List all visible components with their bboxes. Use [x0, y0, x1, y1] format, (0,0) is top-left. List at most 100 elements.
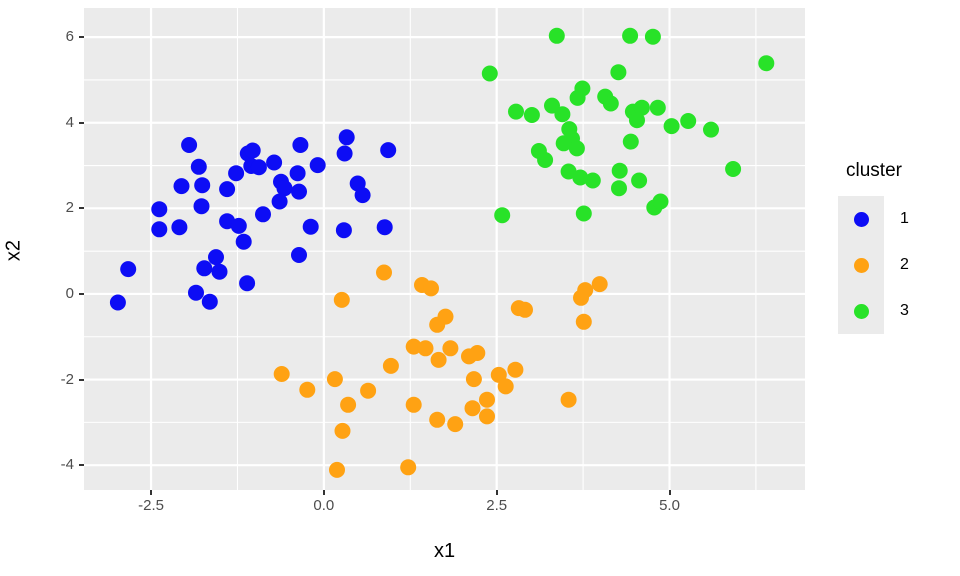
data-point-cluster-2	[575, 313, 592, 330]
legend-label: 1	[900, 210, 909, 227]
data-point-cluster-2	[464, 400, 481, 417]
data-point-cluster-3	[610, 64, 627, 81]
data-point-cluster-1	[255, 206, 271, 223]
data-point-cluster-1	[289, 165, 306, 182]
data-point-cluster-1	[181, 137, 198, 153]
data-point-cluster-2	[333, 291, 350, 308]
data-point-cluster-2	[382, 357, 399, 374]
data-point-cluster-1	[173, 178, 190, 195]
data-point-cluster-3	[663, 118, 680, 135]
data-point-cluster-2	[442, 340, 459, 357]
plot-canvas	[84, 8, 805, 490]
x-tick-label: 2.5	[486, 497, 508, 514]
data-point-cluster-3	[703, 121, 719, 138]
data-point-cluster-2	[400, 459, 417, 476]
data-point-cluster-1	[151, 201, 168, 218]
legend-label: 2	[900, 256, 909, 273]
data-point-cluster-2	[517, 301, 533, 318]
data-point-cluster-1	[309, 157, 326, 174]
data-point-cluster-1	[211, 263, 228, 280]
x-tick-label: 5.0	[659, 497, 680, 514]
data-point-cluster-2	[334, 422, 351, 439]
legend-label: 3	[900, 302, 909, 319]
data-point-cluster-1	[235, 233, 252, 250]
data-point-cluster-3	[611, 162, 628, 179]
data-point-cluster-2	[507, 361, 524, 378]
data-point-cluster-2	[465, 371, 482, 388]
data-point-cluster-1	[228, 165, 245, 182]
legend-entry: 3	[838, 288, 958, 334]
legend-point-icon	[853, 257, 869, 273]
data-point-cluster-1	[292, 137, 309, 153]
legend-key-swatch	[838, 288, 884, 334]
x-tick-mark	[668, 490, 671, 495]
y-tick-label: 0	[65, 284, 74, 302]
data-point-cluster-1	[291, 183, 307, 200]
legend-entry: 2	[838, 242, 958, 288]
x-tick-mark	[495, 490, 498, 495]
data-point-cluster-1	[201, 293, 218, 310]
data-point-cluster-1	[230, 217, 247, 234]
data-point-cluster-3	[631, 172, 648, 189]
legend-point-icon	[853, 303, 869, 319]
y-tick-label: 6	[65, 28, 74, 46]
data-point-cluster-3	[649, 99, 666, 116]
data-point-cluster-1	[266, 154, 283, 171]
y-axis-title: x2	[2, 239, 25, 262]
x-tick-label: -2.5	[138, 497, 164, 514]
data-point-cluster-3	[555, 135, 572, 152]
data-point-cluster-1	[354, 187, 371, 204]
data-point-cluster-1	[271, 193, 288, 210]
data-point-cluster-2	[329, 461, 345, 478]
data-point-cluster-2	[430, 351, 447, 368]
data-point-cluster-3	[629, 112, 645, 129]
data-point-cluster-3	[644, 28, 661, 45]
y-tick-mark	[79, 292, 84, 295]
legend-point-icon	[853, 211, 869, 227]
data-point-cluster-2	[423, 280, 439, 297]
data-point-cluster-1	[335, 222, 352, 239]
data-point-cluster-1	[171, 219, 188, 236]
data-point-cluster-1	[190, 158, 207, 175]
data-point-cluster-1	[188, 284, 204, 301]
y-tick-label: 2	[65, 199, 74, 217]
data-point-cluster-2	[490, 366, 507, 383]
y-tick-label: -2	[60, 370, 74, 388]
legend-entry: 1	[838, 196, 958, 242]
data-point-cluster-2	[469, 345, 486, 361]
x-tick-mark	[322, 490, 325, 495]
data-point-cluster-2	[429, 411, 446, 428]
data-point-cluster-1	[244, 142, 261, 159]
data-point-cluster-2	[497, 378, 514, 395]
data-point-cluster-3	[622, 27, 639, 44]
data-point-cluster-1	[250, 159, 267, 176]
data-point-cluster-2	[340, 396, 357, 413]
data-point-cluster-1	[194, 177, 211, 194]
legend-keys: 1 2 3	[838, 196, 958, 334]
y-tick-label: -4	[60, 456, 74, 474]
data-point-cluster-1	[291, 247, 307, 263]
data-point-cluster-3	[548, 27, 565, 44]
legend-title: cluster	[846, 160, 902, 181]
data-point-cluster-3	[523, 107, 540, 123]
data-point-cluster-3	[569, 89, 586, 106]
data-point-cluster-2	[360, 382, 377, 399]
data-point-cluster-1	[380, 142, 397, 159]
y-tick-mark	[79, 378, 84, 381]
x-axis-title: x1	[433, 540, 456, 562]
data-point-cluster-3	[622, 133, 639, 150]
plot-panel	[84, 8, 805, 490]
data-point-cluster-2	[447, 416, 464, 433]
legend-key-swatch	[838, 242, 884, 288]
data-point-cluster-2	[479, 391, 495, 408]
legend: cluster 1 2 3	[838, 160, 958, 334]
data-point-cluster-3	[554, 106, 571, 123]
data-point-cluster-3	[575, 205, 592, 222]
data-point-cluster-3	[758, 55, 775, 72]
data-point-cluster-2	[429, 316, 446, 333]
data-point-cluster-1	[208, 249, 224, 266]
y-tick-mark	[79, 207, 84, 210]
data-point-cluster-3	[611, 180, 627, 197]
data-point-cluster-1	[302, 218, 319, 235]
data-point-cluster-2	[573, 289, 589, 306]
